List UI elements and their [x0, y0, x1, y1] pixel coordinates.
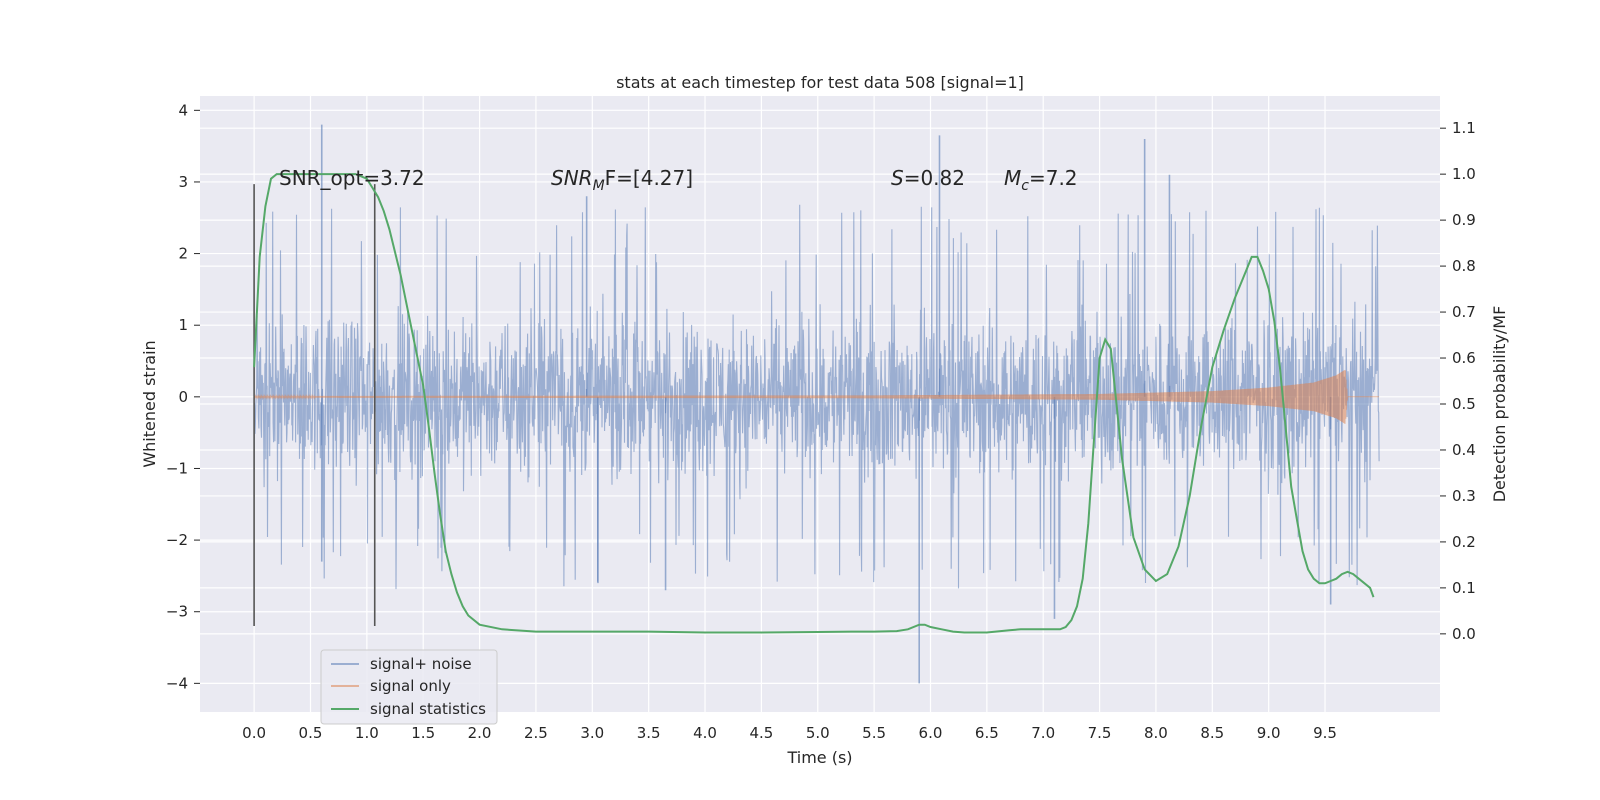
y-axis-ticks: −4 −3 −2 −1 0 1 2 3 4	[166, 101, 200, 692]
y2-tick-label: 0.6	[1452, 349, 1476, 367]
x-axis-ticks: 0.0 0.5 1.0 1.5 2.0 2.5 3.0 3.5 4.0 4.5 5.0 5.5 6.0 6…	[242, 724, 1337, 742]
x-tick-label: 7.5	[1088, 724, 1112, 742]
signal-plus-noise-spikes	[320, 124, 1332, 684]
annotation-s-rest: =0.82	[904, 166, 965, 190]
x-tick-label: 4.5	[749, 724, 773, 742]
y2-tick-label: 1.0	[1452, 165, 1476, 183]
grid-lines	[200, 96, 1440, 712]
x-tick-label: 9.5	[1313, 724, 1337, 742]
x-tick-label: 5.0	[806, 724, 830, 742]
y2-axis-label: Detection probability/MF	[1490, 306, 1509, 503]
x-tick-label: 2.5	[524, 724, 548, 742]
annotation-snr-mf: SNRMF=[4.27]	[551, 166, 693, 194]
legend-box	[320, 649, 498, 725]
series-signal-only	[253, 370, 1380, 424]
annotation-s: S=0.82	[891, 166, 965, 190]
y-tick-label: 3	[178, 173, 188, 191]
y2-tick-label: 0.5	[1452, 395, 1476, 413]
y2-tick-label: 0.8	[1452, 257, 1476, 275]
legend-label-signal-only: signal only	[370, 677, 451, 695]
y2-tick-label: 1.1	[1452, 119, 1476, 137]
legend-label-signal-plus-noise: signal+ noise	[370, 655, 472, 673]
y2-tick-label: 0.3	[1452, 487, 1476, 505]
x-tick-label: 1.0	[355, 724, 379, 742]
y2-tick-label: 0.0	[1452, 625, 1476, 643]
y-tick-label: −4	[166, 674, 188, 692]
y-tick-label: 2	[178, 245, 188, 263]
x-tick-label: 2.0	[468, 724, 492, 742]
x-tick-label: 6.5	[975, 724, 999, 742]
x-tick-label: 4.0	[693, 724, 717, 742]
y2-tick-label: 0.1	[1452, 579, 1476, 597]
series-signal-statistics	[253, 173, 1375, 634]
y-tick-label: −3	[166, 603, 188, 621]
y-tick-label: 0	[178, 388, 188, 406]
x-tick-label: 1.5	[411, 724, 435, 742]
x-tick-label: 9.0	[1257, 724, 1281, 742]
x-tick-label: 0.5	[299, 724, 323, 742]
y2-tick-label: 0.7	[1452, 303, 1476, 321]
legend-label-signal-statistics: signal statistics	[370, 700, 486, 718]
y-axis-label: Whitened strain	[140, 340, 159, 467]
chart-title: stats at each timestep for test data 508…	[616, 73, 1024, 92]
x-axis-label: Time (s)	[786, 748, 852, 767]
annotation-snr-mf-rest: F=[4.27]	[605, 166, 693, 190]
marker-vertical-lines	[253, 184, 376, 627]
annotation-mc-sub: c	[1021, 178, 1029, 194]
data-layer	[253, 124, 1380, 684]
annotation-snr-opt: SNR_opt=3.72	[279, 166, 425, 190]
y-tick-label: −1	[166, 459, 188, 477]
annotation-snr-mf-main: SNR	[551, 166, 593, 190]
annotation-mc: Mc=7.2	[1004, 166, 1078, 194]
x-tick-label: 0.0	[242, 724, 266, 742]
x-tick-label: 3.0	[580, 724, 604, 742]
y2-tick-label: 0.9	[1452, 211, 1476, 229]
y-tick-label: 4	[178, 101, 188, 119]
y2-tick-label: 0.2	[1452, 533, 1476, 551]
x-tick-label: 7.0	[1031, 724, 1055, 742]
y-tick-label: 1	[178, 316, 188, 334]
y2-axis-ticks: 0.0 0.1 0.2 0.3 0.4 0.5 0.6 0.7 0.8 0.9 1.0 1.1	[1440, 119, 1476, 643]
series-signal-plus-noise	[253, 204, 1380, 590]
x-tick-label: 8.0	[1144, 724, 1168, 742]
annotation-mc-main: M	[1004, 166, 1021, 190]
annotation-mc-rest: =7.2	[1029, 166, 1078, 190]
annotation-snr-mf-sub: M	[593, 178, 605, 194]
x-tick-label: 3.5	[637, 724, 661, 742]
x-tick-label: 5.5	[862, 724, 886, 742]
x-tick-label: 6.0	[919, 724, 943, 742]
y2-tick-label: 0.4	[1452, 441, 1476, 459]
x-tick-label: 8.5	[1200, 724, 1224, 742]
legend: signal+ noise signal only signal statist…	[320, 649, 498, 725]
y-tick-label: −2	[166, 531, 188, 549]
annotation-s-main: S	[891, 166, 904, 190]
